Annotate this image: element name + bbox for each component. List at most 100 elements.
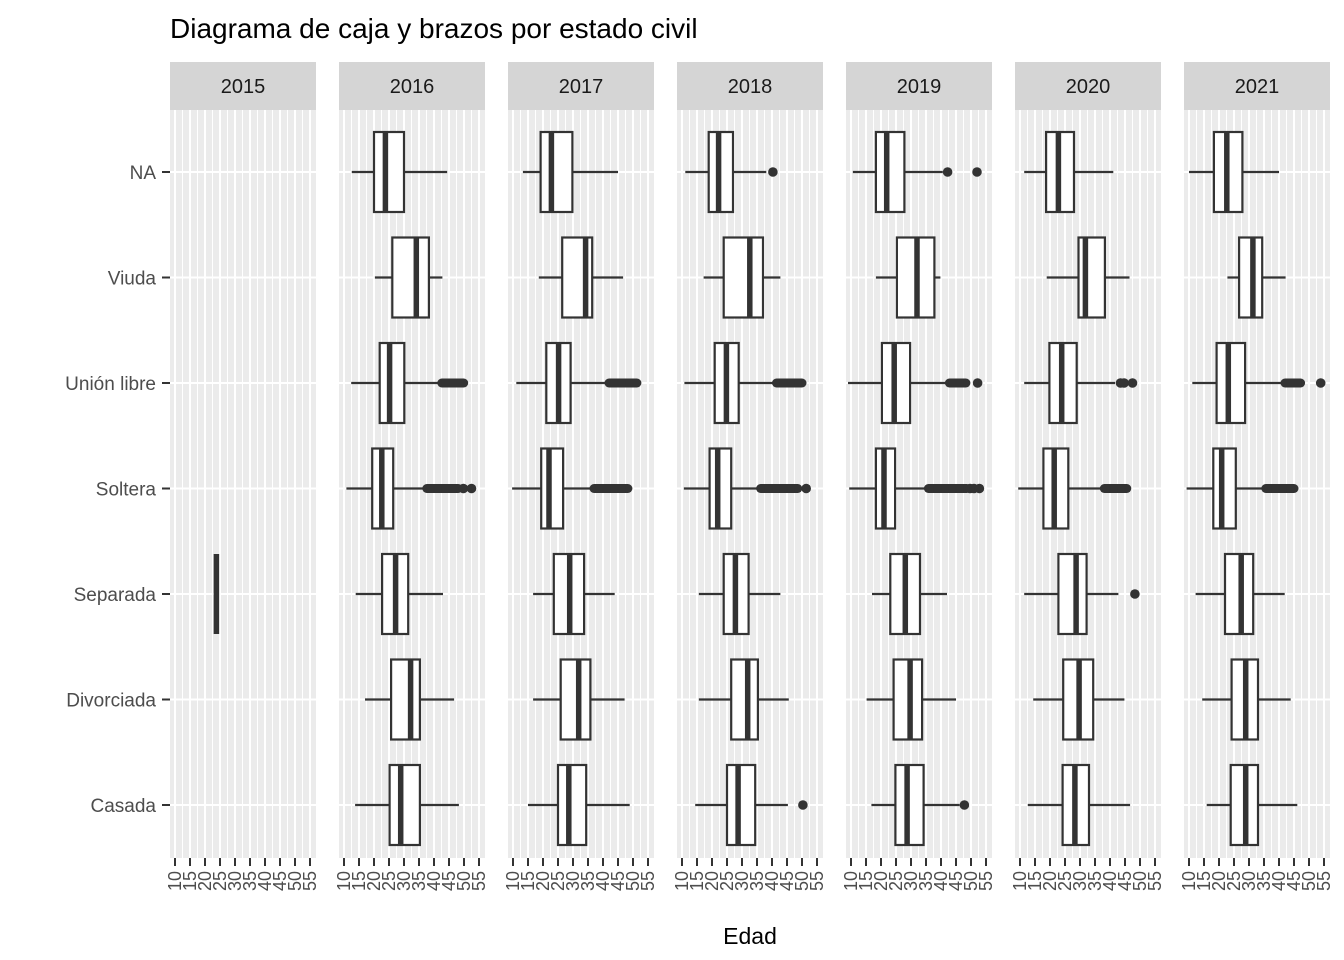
outlier-point — [972, 378, 983, 388]
boxplot-2020-Unión libre — [1024, 341, 1138, 425]
box — [540, 447, 565, 530]
boxplot-2016-Unión libre — [351, 341, 469, 425]
x-tick-label: 25 — [717, 871, 737, 891]
outlier-point — [972, 167, 982, 177]
x-tick-label: 35 — [1085, 871, 1105, 891]
x-tick-label: 45 — [1115, 871, 1135, 891]
boxplot-2018-NA — [685, 130, 778, 214]
box — [539, 130, 574, 214]
x-tick-label: 55 — [469, 871, 489, 891]
box — [559, 658, 592, 741]
facet-strip-label: 2019 — [897, 76, 942, 98]
boxplot-2017-Divorciada — [533, 658, 625, 741]
x-tick-label: 20 — [1209, 871, 1229, 891]
outlier-cluster — [1099, 484, 1132, 493]
x-tick-label: 30 — [225, 871, 245, 891]
boxplot-2021-Viuda — [1227, 236, 1286, 319]
x-tick-label: 55 — [638, 871, 658, 891]
box — [372, 130, 406, 214]
y-axis: NA Viuda Unión libre Soltera Separada Divorci… — [65, 163, 170, 817]
outlier-cluster — [589, 484, 633, 493]
boxplot-2019-Soltera — [849, 447, 985, 530]
boxplot-2020-NA — [1024, 130, 1114, 214]
outlier-cluster — [604, 378, 642, 388]
outlier-point — [959, 800, 970, 810]
box — [730, 658, 760, 741]
x-tick-label: 15 — [518, 871, 538, 891]
y-axis-label: Soltera — [96, 480, 157, 501]
x-tick-label: 35 — [409, 871, 429, 891]
boxplot-2017-NA — [522, 130, 618, 214]
boxplot-2017-Separada — [533, 552, 615, 636]
facet-strip — [846, 62, 992, 110]
outlier-point — [1119, 378, 1129, 388]
outlier-cluster — [944, 378, 971, 388]
box — [1077, 236, 1106, 319]
x-tick-label: 30 — [563, 871, 583, 891]
x-tick-label: 35 — [1254, 871, 1274, 891]
box — [556, 763, 588, 847]
facet-strip — [508, 62, 654, 110]
boxplot-2020-Soltera — [1018, 447, 1132, 530]
x-tick-label: 40 — [762, 871, 782, 891]
x-tick-label: 45 — [1284, 871, 1304, 891]
boxplot-2016-NA — [351, 130, 448, 214]
outlier-point — [801, 483, 811, 494]
boxplot-2018-Viuda — [703, 236, 781, 319]
outlier-cluster — [1280, 378, 1306, 388]
x-tick-label: 25 — [210, 871, 230, 891]
boxplot-2021-Unión libre — [1192, 341, 1326, 425]
x-tick-label: 15 — [1194, 871, 1214, 891]
x-tick-label: 25 — [1055, 871, 1075, 891]
x-tick-label: 40 — [255, 871, 275, 891]
x-tick-label: 20 — [364, 871, 384, 891]
boxplot-2021-NA — [1189, 130, 1279, 214]
boxplot-2016-Soltera — [346, 447, 477, 530]
x-tick-label: 20 — [533, 871, 553, 891]
x-tick-label: 45 — [270, 871, 290, 891]
outlier-cluster — [756, 484, 803, 493]
outlier-cluster — [923, 484, 972, 493]
boxplot-2018-Separada — [698, 552, 781, 636]
outlier-point — [466, 483, 477, 494]
boxplot-2021-Separada — [1195, 552, 1285, 636]
chart-title: Diagrama de caja y brazos por estado civ… — [170, 13, 698, 44]
boxplot-2018-Divorciada — [698, 658, 789, 741]
boxplot-2021-Soltera — [1186, 447, 1299, 530]
box — [722, 236, 765, 319]
facet-strip — [339, 62, 485, 110]
x-tick-label: 30 — [732, 871, 752, 891]
boxplot-2018-Soltera — [683, 447, 811, 530]
x-tick-label: 10 — [165, 871, 185, 891]
x-tick-label: 40 — [931, 871, 951, 891]
boxplot-2016-Separada — [355, 552, 443, 636]
x-tick-label: 35 — [240, 871, 260, 891]
x-tick-label: 40 — [593, 871, 613, 891]
outlier-point — [1127, 378, 1138, 388]
boxplot-2021-Casada — [1206, 763, 1298, 847]
x-tick-label: 50 — [454, 871, 474, 891]
x-tick-label: 15 — [349, 871, 369, 891]
outlier-point — [974, 483, 985, 494]
boxplot-2020-Casada — [1027, 763, 1131, 847]
x-tick-label: 25 — [886, 871, 906, 891]
x-tick-label: 40 — [1269, 871, 1289, 891]
boxplot-2018-Casada — [695, 763, 808, 847]
box — [1057, 552, 1088, 636]
facet-strip-label: 2021 — [1235, 76, 1280, 98]
x-axis-title: Edad — [723, 923, 777, 949]
boxplot-2016-Viuda — [374, 236, 443, 319]
boxplot-2019-Casada — [871, 763, 970, 847]
x-tick-label: 20 — [871, 871, 891, 891]
outlier-cluster — [772, 378, 807, 388]
x-tick-label: 50 — [792, 871, 812, 891]
x-tick-label: 40 — [424, 871, 444, 891]
x-tick-label: 50 — [1299, 871, 1319, 891]
box — [390, 658, 422, 741]
boxplot-2021-Divorciada — [1202, 658, 1291, 741]
x-tick-label: 50 — [1130, 871, 1150, 891]
